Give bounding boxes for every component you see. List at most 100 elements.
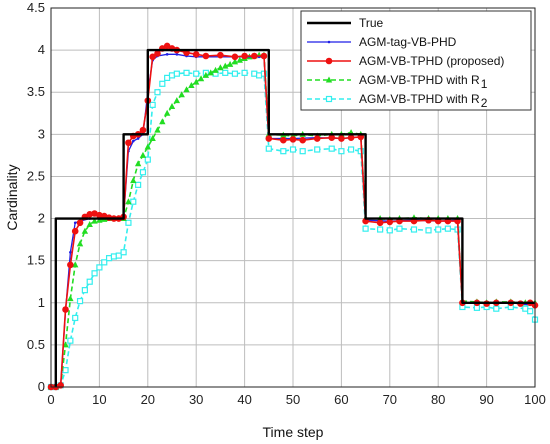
series-point <box>173 97 181 104</box>
series-point <box>125 139 132 147</box>
series-point <box>231 58 239 65</box>
series-point <box>280 136 287 144</box>
y-tick-label: 0 <box>38 379 45 394</box>
x-tick-label: 20 <box>141 392 155 407</box>
series-point <box>197 75 205 82</box>
x-tick-label: 40 <box>237 392 251 407</box>
series-point <box>139 151 147 158</box>
series-point <box>325 57 333 65</box>
series-point <box>231 70 239 77</box>
series-point <box>362 225 369 232</box>
x-tick-label: 10 <box>92 392 106 407</box>
series-point <box>71 227 79 235</box>
series-point <box>91 217 98 224</box>
series-point <box>173 70 180 77</box>
x-tick-label: 60 <box>334 392 348 407</box>
series-point <box>188 81 195 88</box>
series-point <box>86 220 93 227</box>
series-point <box>183 86 190 93</box>
series-point <box>299 136 306 144</box>
series-point <box>386 227 393 234</box>
series-point <box>314 146 321 153</box>
series-point <box>241 69 248 76</box>
axis-ticks: 0 10 20 30 40 50 60 70 80 90 100 0 0.5 1 1.5 2 2.5 3 3.5 4 4… <box>27 0 546 407</box>
series-point <box>149 135 156 142</box>
series-point <box>139 169 147 176</box>
x-tick-label: 30 <box>189 392 203 407</box>
series-point <box>444 225 451 232</box>
series-point <box>410 226 418 233</box>
y-tick-label: 0.5 <box>27 337 45 352</box>
series-point <box>202 71 210 78</box>
series-point <box>175 53 179 56</box>
series-point <box>165 53 169 56</box>
series-point <box>327 40 331 44</box>
series-point <box>67 261 74 269</box>
series-point <box>325 95 333 103</box>
series-point <box>154 89 161 96</box>
series-point <box>125 219 132 226</box>
series-point <box>115 252 122 259</box>
y-tick-label: 2 <box>38 211 45 226</box>
series-point <box>154 50 161 57</box>
series-point <box>289 146 297 153</box>
x-tick-label: 100 <box>524 392 546 407</box>
series-point <box>76 219 84 227</box>
series-point <box>376 219 384 227</box>
series-point <box>72 261 79 268</box>
legend-label: AGM-VB-TPHD with R <box>359 73 480 87</box>
x-tick-label: 0 <box>47 392 54 407</box>
series-point <box>222 69 229 76</box>
series-point <box>377 226 384 233</box>
x-axis-label: Time step <box>263 424 324 440</box>
series-point <box>149 101 156 108</box>
series-point <box>260 70 268 77</box>
series-point <box>72 314 79 322</box>
x-tick-label: 90 <box>479 392 493 407</box>
series-point <box>347 146 355 153</box>
y-tick-label: 3.5 <box>27 84 45 99</box>
series-point <box>62 367 69 374</box>
series-point <box>241 52 248 60</box>
y-tick-label: 4 <box>38 42 45 57</box>
series-point <box>76 297 84 305</box>
series-point <box>125 198 132 205</box>
series-layer <box>47 42 539 391</box>
series-point <box>193 70 200 77</box>
series-point <box>73 221 77 225</box>
series-point <box>67 295 74 302</box>
x-tick-label: 50 <box>286 392 300 407</box>
series-point <box>86 278 93 285</box>
series-point <box>144 143 151 150</box>
y-axis-label: Cardinality <box>4 164 20 230</box>
series-point <box>217 64 224 71</box>
series-point <box>62 306 69 313</box>
series-point <box>192 51 200 58</box>
series-point <box>347 134 355 142</box>
series-point <box>217 51 224 59</box>
series-point <box>168 103 176 110</box>
y-tick-label: 3 <box>38 126 45 141</box>
series-point <box>493 305 500 312</box>
series-point <box>396 225 403 232</box>
series-point <box>183 69 190 76</box>
series-point <box>130 198 137 205</box>
series-point <box>212 66 219 73</box>
series-point <box>338 148 345 155</box>
y-tick-label: 4.5 <box>27 0 45 15</box>
series-point <box>76 240 84 247</box>
series-point <box>130 177 137 184</box>
plot-frame <box>50 7 536 388</box>
series-point <box>193 78 200 85</box>
legend-subscript: 2 <box>481 96 488 110</box>
series-point <box>202 52 210 60</box>
legend: True AGM-tag-VB-PHD AGM-VB-TPHD (proposed)… <box>300 10 532 111</box>
series-point <box>178 91 185 98</box>
legend-label: True <box>359 16 384 30</box>
y-tick-label: 1 <box>38 295 45 310</box>
series-point <box>96 264 103 271</box>
series-point <box>136 137 140 140</box>
series-point <box>386 218 394 226</box>
series-point <box>338 135 345 142</box>
